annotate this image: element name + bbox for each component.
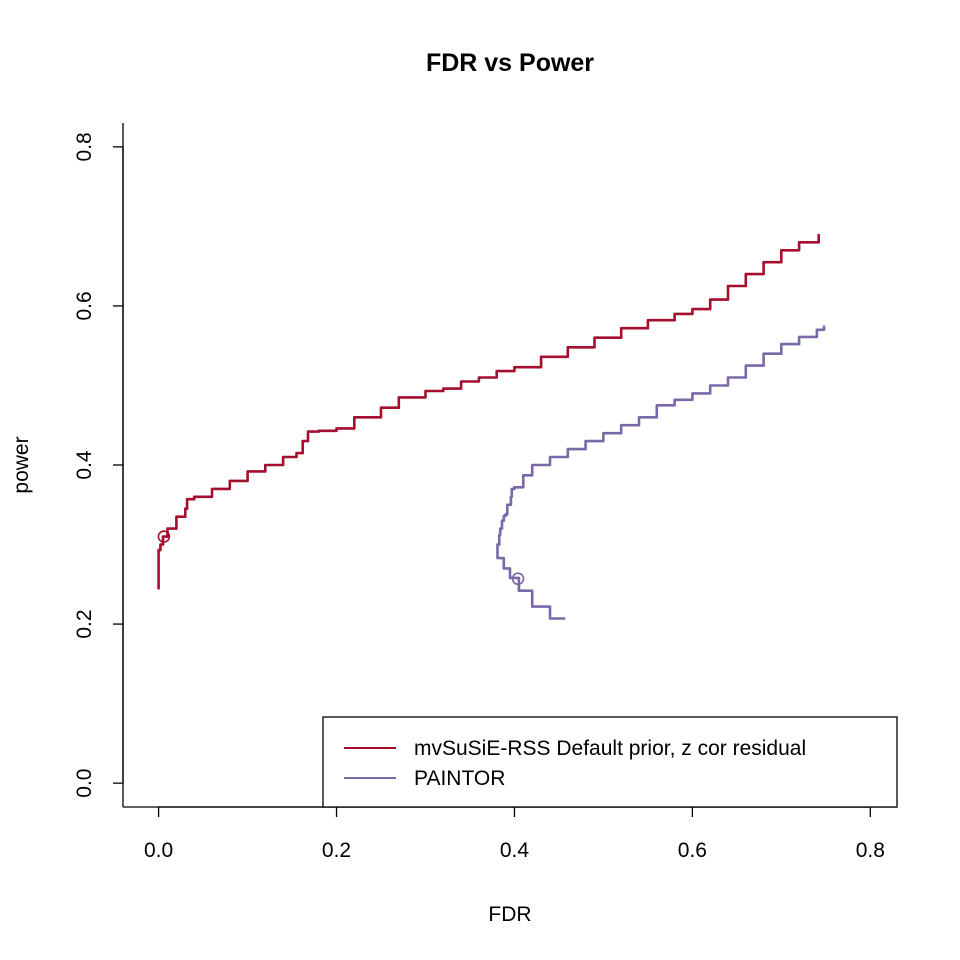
legend-label-1: mvSuSiE-RSS Default prior, z cor residua… (414, 737, 806, 760)
x-axis-label: FDR (488, 903, 531, 926)
y-tick-label: 0.0 (73, 769, 96, 798)
axes: 0.0 0.2 0.4 0.6 0.8 0.0 0.2 0.4 0.6 0.8 (73, 123, 897, 862)
x-tick-label: 0.6 (678, 839, 707, 862)
y-tick-label: 0.6 (73, 291, 96, 320)
legend: mvSuSiE-RSS Default prior, z cor residua… (322, 716, 898, 808)
y-axis-label: power (10, 436, 33, 493)
chart-title: FDR vs Power (426, 49, 594, 77)
x-tick-label: 0.4 (500, 839, 530, 862)
y-tick-label: 0.8 (73, 132, 96, 161)
x-tick-label: 0.0 (144, 839, 173, 862)
series-line-2 (496, 325, 826, 620)
series-marker-1 (157, 530, 171, 543)
series-line-1 (157, 233, 820, 590)
legend-box (322, 716, 898, 808)
y-tick-label: 0.2 (73, 609, 96, 638)
x-tick-label: 0.2 (322, 839, 351, 862)
series-layer (157, 233, 826, 620)
y-tick-label: 0.4 (73, 450, 96, 480)
series-marker-2 (511, 572, 525, 586)
x-tick-label: 0.8 (856, 839, 885, 862)
legend-label-2: PAINTOR (414, 767, 505, 790)
